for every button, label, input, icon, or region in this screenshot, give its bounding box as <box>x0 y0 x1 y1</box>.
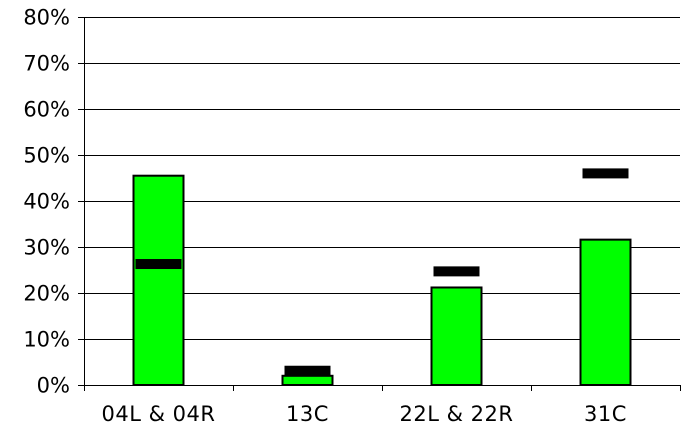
bar <box>579 238 632 386</box>
x-tick-label: 04L & 04R <box>102 402 216 426</box>
y-tick-label: 30% <box>23 236 70 260</box>
y-tick-label: 10% <box>23 328 70 352</box>
x-tick-label: 22L & 22R <box>400 402 514 426</box>
marker-dash <box>582 168 629 179</box>
bar <box>430 286 483 387</box>
x-tick-label: 31C <box>584 402 627 426</box>
marker-dash <box>284 365 331 376</box>
y-tick-label: 70% <box>23 52 70 76</box>
marker-dash <box>433 266 480 277</box>
y-tick-label: 60% <box>23 98 70 122</box>
y-tick-label: 20% <box>23 282 70 306</box>
bar <box>132 174 185 386</box>
labels: 0% 10% 20% 30% 40% 50% 60% 70% 80% 04L & 04R 13C 22… <box>23 6 627 427</box>
markers <box>135 168 629 376</box>
marker-dash <box>135 259 182 270</box>
y-tick-label: 50% <box>23 144 70 168</box>
y-tick-label: 40% <box>23 190 70 214</box>
x-tick-label: 13C <box>286 402 329 426</box>
y-tick-label: 0% <box>37 374 70 398</box>
bar <box>281 374 334 386</box>
y-tick-label: 80% <box>23 6 70 30</box>
bars <box>132 174 632 387</box>
